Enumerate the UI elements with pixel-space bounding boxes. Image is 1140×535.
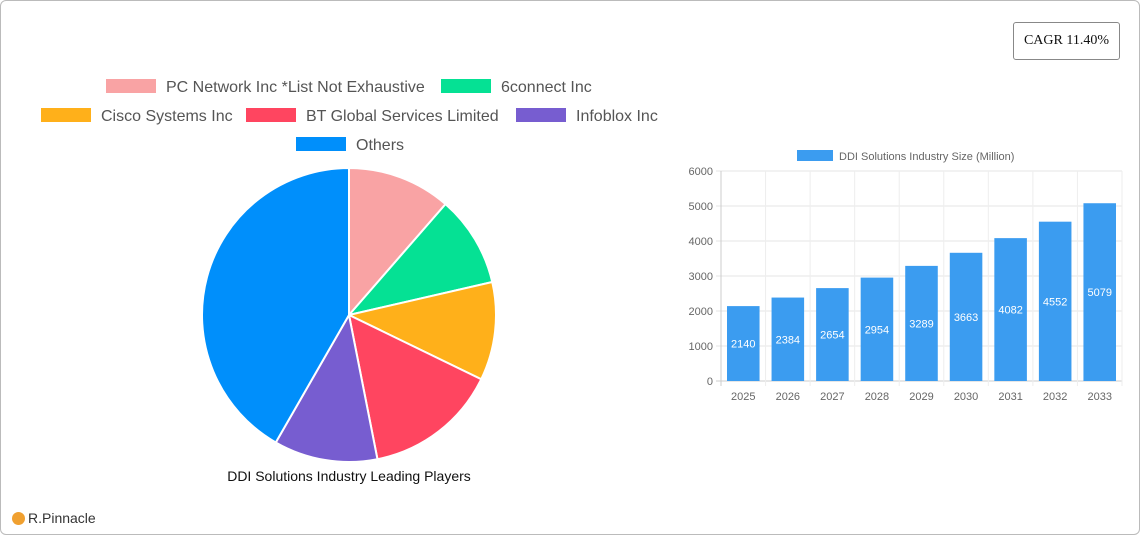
bar [949, 252, 983, 381]
legend-label: Infoblox Inc [576, 108, 658, 125]
bar-value-label: 4552 [1043, 296, 1067, 308]
x-tick-label: 2028 [865, 391, 889, 403]
x-tick-label: 2027 [820, 391, 844, 403]
legend-swatch [106, 79, 156, 93]
pie-slice [201, 166, 350, 444]
x-tick-label: 2032 [1043, 391, 1067, 403]
pie-slice [348, 166, 447, 318]
legend-label: PC Network Inc *List Not Exhaustive [166, 79, 425, 96]
bar-value-label: 2654 [820, 330, 844, 342]
legend-swatch [41, 108, 91, 122]
legend-swatch [296, 137, 346, 151]
bar [771, 297, 805, 381]
x-tick-label: 2026 [776, 391, 800, 403]
brand-logo: R.Pinnacle [12, 510, 96, 526]
legend-label: 6connect Inc [501, 79, 592, 96]
pie-slice [274, 312, 379, 463]
pie-title: DDI Solutions Industry Leading Players [227, 468, 471, 484]
y-tick-label: 3000 [689, 271, 713, 283]
x-tick-label: 2030 [954, 391, 978, 403]
bar [816, 288, 849, 381]
x-tick-label: 2031 [998, 391, 1022, 403]
y-tick-label: 5000 [689, 201, 713, 213]
pie-slice [346, 280, 497, 381]
bar-value-label: 2384 [776, 334, 800, 346]
bar-value-label: 2140 [731, 339, 755, 351]
bar-value-label: 3289 [909, 318, 933, 330]
bar-value-label: 4082 [998, 305, 1022, 317]
bar [1038, 221, 1072, 381]
bar [1083, 203, 1116, 381]
legend-label: Cisco Systems Inc [101, 108, 233, 125]
bar-chart: DDI Solutions Industry Size (Million) 0 10… [689, 150, 1123, 403]
pie-slice [346, 202, 494, 317]
x-tick-label: 2025 [731, 391, 755, 403]
y-tick-label: 1000 [689, 341, 713, 353]
legend-swatch [441, 79, 491, 93]
bar [727, 306, 760, 381]
x-tick-label: 2029 [909, 391, 933, 403]
legend-swatch [516, 108, 566, 122]
bar [994, 238, 1027, 381]
y-tick-label: 6000 [689, 166, 713, 178]
bar [905, 265, 938, 381]
pie-chart: PC Network Inc *List Not Exhaustive 6conn… [41, 79, 658, 484]
legend-label: BT Global Services Limited [306, 108, 499, 125]
y-tick-label: 2000 [689, 306, 713, 318]
legend-swatch [246, 108, 296, 122]
y-tick-label: 0 [707, 376, 713, 388]
x-tick-label: 2033 [1087, 391, 1111, 403]
brand-name: R.Pinnacle [28, 510, 96, 526]
bar [860, 277, 894, 381]
cagr-badge: CAGR 11.40% [1013, 22, 1120, 60]
bar-value-label: 3663 [954, 312, 978, 324]
bar-value-label: 2954 [865, 324, 889, 336]
y-tick-label: 4000 [689, 236, 713, 248]
legend-swatch [797, 150, 833, 161]
legend-label: Others [356, 137, 404, 154]
legend-label: DDI Solutions Industry Size (Million) [839, 151, 1014, 163]
bar-value-label: 5079 [1087, 287, 1111, 299]
pie-slice [347, 313, 483, 461]
brand-logo-icon [12, 511, 25, 525]
